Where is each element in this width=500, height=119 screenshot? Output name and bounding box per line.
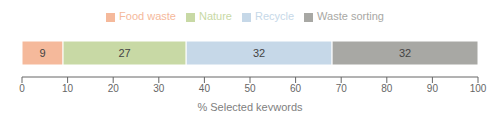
svg-text:10: 10 bbox=[62, 83, 74, 94]
svg-text:40: 40 bbox=[199, 83, 211, 94]
html-text:Nature: Nature bbox=[198, 10, 232, 22]
svg-text:0: 0 bbox=[19, 83, 25, 94]
svg-text:60: 60 bbox=[290, 83, 302, 94]
html-text:Recycle: Recycle bbox=[255, 10, 295, 22]
svg-text:27: 27 bbox=[118, 47, 130, 59]
html-text:Waste sorting: Waste sorting bbox=[317, 10, 384, 22]
svg-text:50: 50 bbox=[244, 83, 256, 94]
svg-text:32: 32 bbox=[399, 47, 411, 59]
svg-text:90: 90 bbox=[427, 83, 439, 94]
svg-text:32: 32 bbox=[253, 47, 265, 59]
svg-text:70: 70 bbox=[336, 83, 348, 94]
svg-text:9: 9 bbox=[39, 47, 45, 59]
svg-text:30: 30 bbox=[153, 83, 165, 94]
html-text:Food waste: Food waste bbox=[119, 10, 176, 22]
svg-text:20: 20 bbox=[108, 83, 120, 94]
svg-text:% Selected keywords: % Selected keywords bbox=[197, 101, 303, 111]
svg-text:100: 100 bbox=[470, 83, 487, 94]
svg-text:80: 80 bbox=[381, 83, 393, 94]
